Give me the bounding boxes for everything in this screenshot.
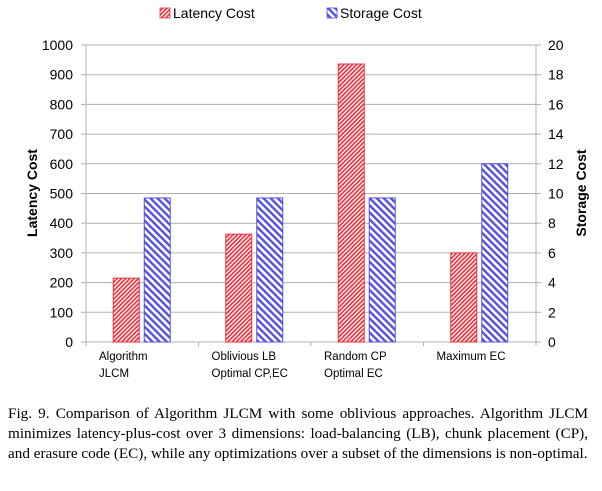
legend: Latency Cost Storage Cost bbox=[159, 5, 422, 21]
y-right-tick-label: 8 bbox=[548, 215, 556, 231]
y-right-tick-label: 16 bbox=[548, 96, 564, 112]
y-right-tick-label: 6 bbox=[548, 245, 556, 261]
bar-latency-cost bbox=[225, 233, 253, 343]
y-left-tick-label: 800 bbox=[50, 96, 74, 112]
y-left-tick-label: 700 bbox=[50, 126, 74, 142]
y-left-tick-label: 500 bbox=[50, 186, 74, 202]
bar-storage-cost bbox=[256, 197, 284, 343]
bar-latency-cost bbox=[450, 252, 478, 343]
x-category-label: Random CP Optimal EC bbox=[324, 351, 387, 380]
y-left-tick-label: 600 bbox=[50, 156, 74, 172]
legend-item-storage: Storage Cost bbox=[326, 5, 422, 21]
y-left-tick-label: 300 bbox=[50, 245, 74, 261]
y-axis-left-ticks: 0 100 200 300 400 500 600 700 800 900 1000 bbox=[42, 37, 73, 350]
legend-swatch-latency bbox=[159, 7, 171, 19]
x-category-label: Algorithm JLCM bbox=[99, 351, 148, 380]
y-right-tick-label: 12 bbox=[548, 156, 564, 172]
bar-chart: 0 100 200 300 400 500 600 700 800 900 1000 0 2 4 6 8 10… bbox=[24, 5, 589, 380]
bar-latency-cost bbox=[337, 63, 365, 343]
y-left-tick-label: 900 bbox=[50, 67, 74, 83]
bar-storage-cost bbox=[481, 163, 509, 343]
bar-storage-cost bbox=[368, 197, 396, 343]
bars bbox=[112, 63, 509, 343]
y-left-tick-label: 400 bbox=[50, 215, 74, 231]
y-right-tick-label: 0 bbox=[548, 334, 556, 350]
y-right-tick-label: 2 bbox=[548, 304, 556, 320]
x-axis-categories: Algorithm JLCM Oblivious LB Optimal CP,EC Ra… bbox=[99, 351, 506, 380]
legend-label-latency: Latency Cost bbox=[173, 5, 255, 21]
x-category-label: Maximum EC bbox=[437, 351, 506, 363]
legend-item-latency: Latency Cost bbox=[159, 5, 255, 21]
y-left-tick-label: 0 bbox=[65, 334, 73, 350]
figure-caption: Fig. 9. Comparison of Algorithm JLCM wit… bbox=[8, 405, 588, 462]
y-right-tick-label: 14 bbox=[548, 126, 564, 142]
legend-swatch-storage bbox=[326, 7, 338, 19]
legend-label-storage: Storage Cost bbox=[340, 5, 422, 21]
y-left-tick-label: 100 bbox=[50, 304, 74, 320]
bar-storage-cost bbox=[143, 197, 171, 343]
y-left-tick-label: 200 bbox=[50, 275, 74, 291]
x-category-label: Oblivious LB Optimal CP,EC bbox=[212, 351, 288, 380]
y-right-tick-label: 4 bbox=[548, 275, 556, 291]
y-axis-left-title: Latency Cost bbox=[24, 149, 40, 237]
bar-latency-cost bbox=[112, 277, 140, 343]
y-axis-right-ticks: 0 2 4 6 8 10 12 14 16 18 20 bbox=[548, 37, 564, 350]
y-right-tick-label: 18 bbox=[548, 67, 564, 83]
y-axis-right-title: Storage Cost bbox=[573, 149, 589, 236]
y-left-tick-label: 1000 bbox=[42, 37, 73, 53]
y-right-tick-label: 10 bbox=[548, 186, 564, 202]
y-right-tick-label: 20 bbox=[548, 37, 564, 53]
